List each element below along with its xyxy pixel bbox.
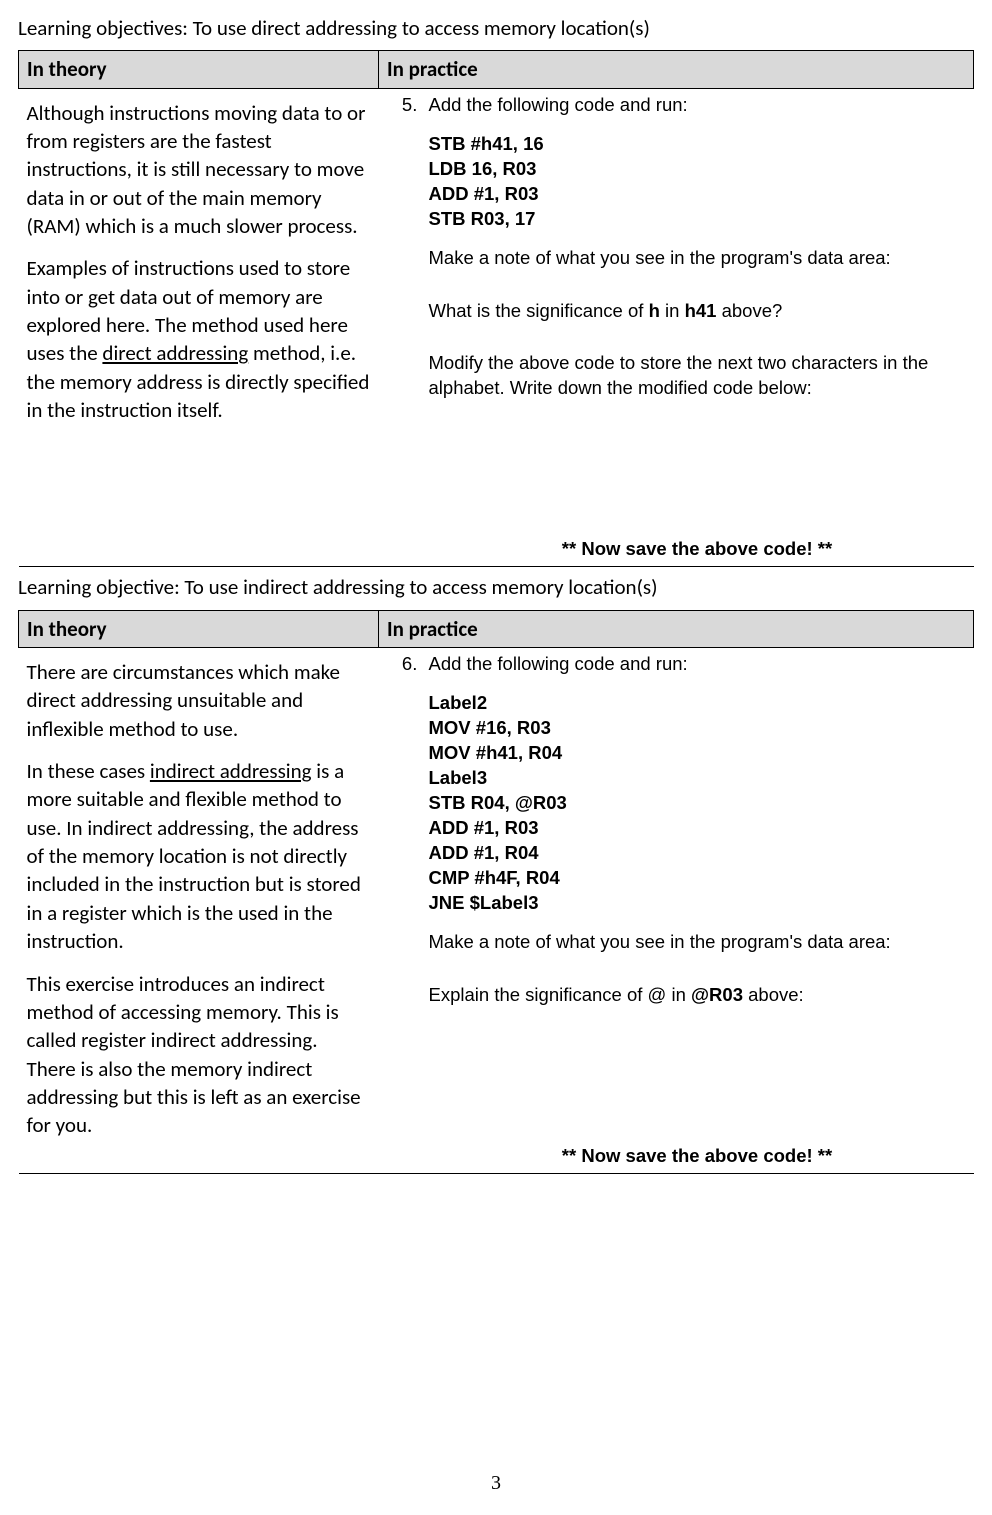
step5-intro: Add the following code and run: bbox=[429, 94, 688, 115]
theory-cell-1: Although instructions moving data to or … bbox=[19, 88, 379, 567]
step5-q3: Modify the above code to store the next … bbox=[429, 351, 966, 401]
step6-q2: Explain the significance of @ in @R03 ab… bbox=[429, 983, 966, 1008]
theory2-p2: In these cases indirect addressing is a … bbox=[27, 757, 371, 955]
lesson-table-1: In theory In practice Although instructi… bbox=[18, 50, 974, 567]
lesson-table-2: In theory In practice There are circumst… bbox=[18, 610, 974, 1174]
practice-cell-1: Add the following code and run: STB #h41… bbox=[379, 88, 974, 567]
step6-intro: Add the following code and run: bbox=[429, 653, 688, 674]
step5-q1: Make a note of what you see in the progr… bbox=[429, 246, 966, 271]
theory2-p3: This exercise introduces an indirect met… bbox=[27, 970, 371, 1140]
step5-code: STB #h41, 16 LDB 16, R03 ADD #1, R03 STB… bbox=[429, 132, 966, 232]
header-practice-2: In practice bbox=[379, 610, 974, 647]
theory2-p1: There are circumstances which make direc… bbox=[27, 658, 371, 743]
step6-q1: Make a note of what you see in the progr… bbox=[429, 930, 966, 955]
theory-cell-2: There are circumstances which make direc… bbox=[19, 648, 379, 1174]
theory1-p1: Although instructions moving data to or … bbox=[27, 99, 371, 241]
learning-objective-1: Learning objectives: To use direct addre… bbox=[18, 14, 974, 42]
practice-cell-2: Add the following code and run: Label2 M… bbox=[379, 648, 974, 1174]
header-practice-1: In practice bbox=[379, 51, 974, 88]
step6-code: Label2 MOV #16, R03 MOV #h41, R04 Label3… bbox=[429, 691, 966, 916]
header-theory-2: In theory bbox=[19, 610, 379, 647]
page-number: 3 bbox=[0, 1470, 992, 1497]
learning-objective-2: Learning objective: To use indirect addr… bbox=[18, 573, 974, 601]
step-5: Add the following code and run: STB #h41… bbox=[423, 93, 966, 563]
save-notice-2: ** Now save the above code! ** bbox=[429, 1144, 966, 1169]
save-notice-1: ** Now save the above code! ** bbox=[429, 537, 966, 562]
step-6: Add the following code and run: Label2 M… bbox=[423, 652, 966, 1169]
step5-q2: What is the significance of h in h41 abo… bbox=[429, 299, 966, 324]
theory1-p2: Examples of instructions used to store i… bbox=[27, 254, 371, 424]
header-theory-1: In theory bbox=[19, 51, 379, 88]
